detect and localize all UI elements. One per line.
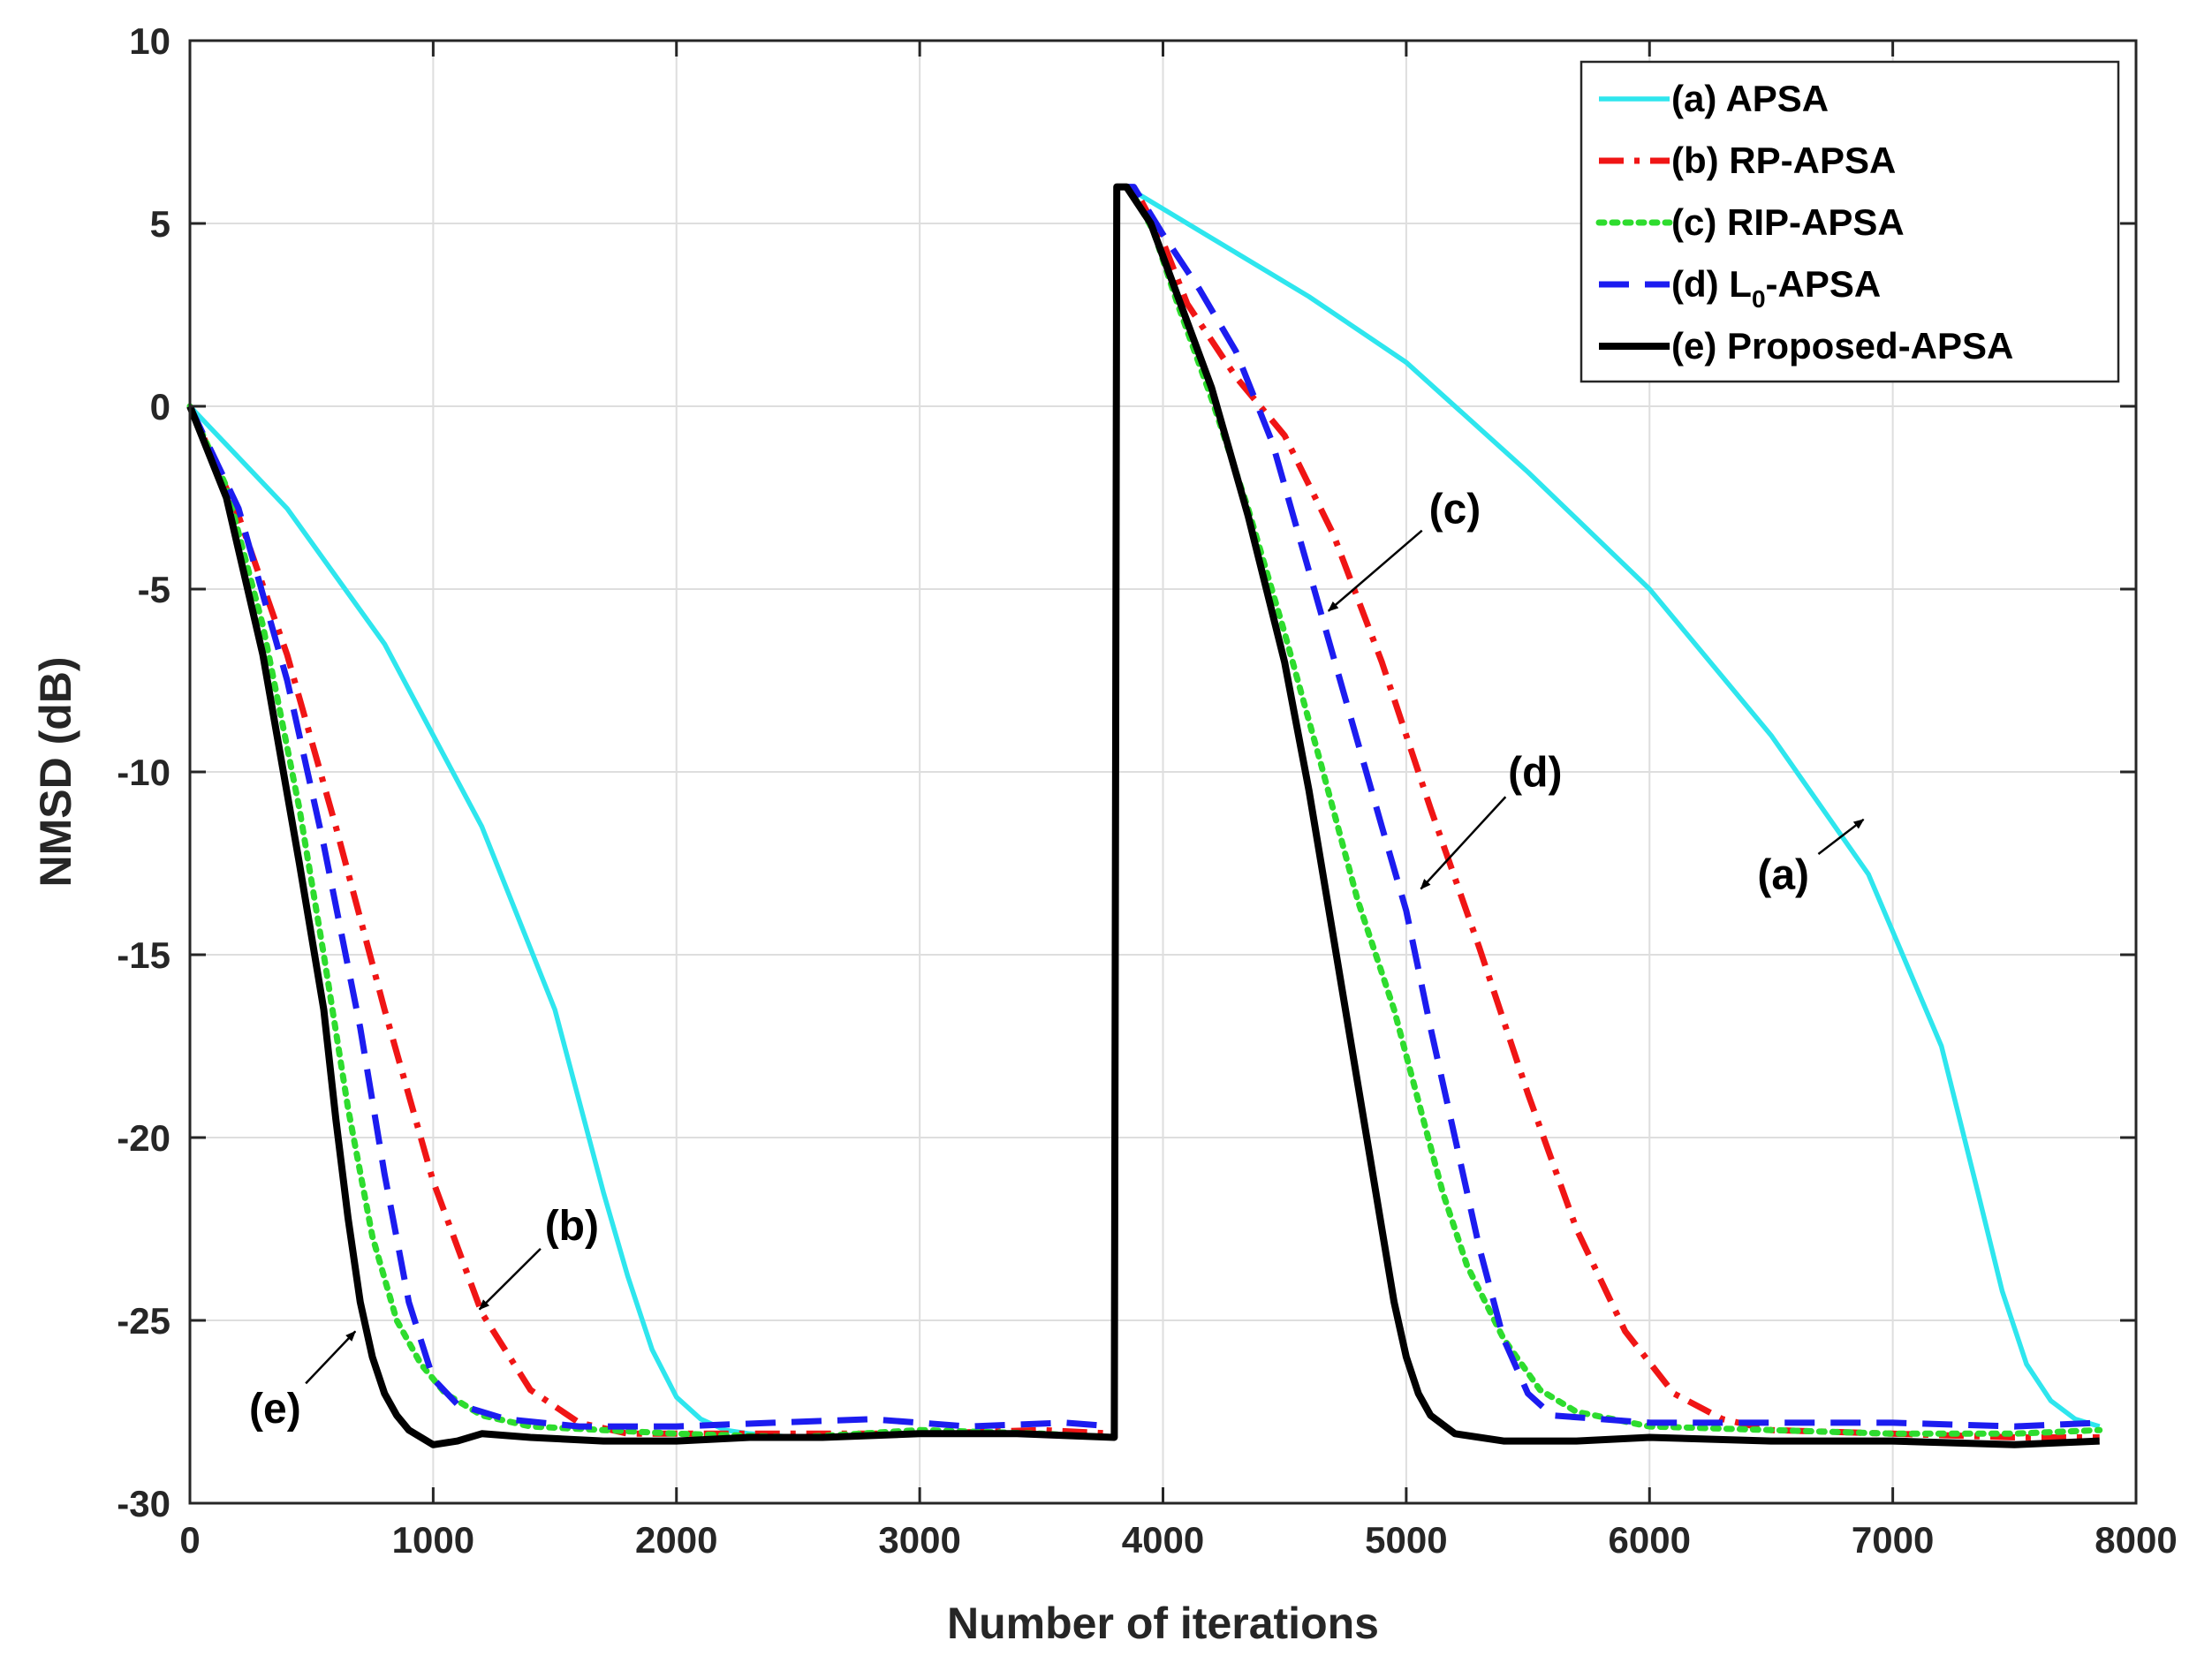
annotation-arrow: [305, 1330, 357, 1385]
y-tick-label: -30: [117, 1483, 170, 1524]
annotation-arrow: [1327, 529, 1423, 612]
x-tick-label: 4000: [1122, 1519, 1204, 1561]
annotation-arrow: [478, 1248, 542, 1311]
x-tick-label: 2000: [635, 1519, 717, 1561]
y-tick-label: -25: [117, 1300, 170, 1342]
annotation-arrow: [1420, 796, 1507, 890]
legend-label-l0-apsa: (d) L0-APSA: [1671, 263, 1881, 313]
x-tick-label: 7000: [1852, 1519, 1934, 1561]
series-layer: [186, 183, 2103, 1448]
y-tick-label: -5: [138, 569, 170, 610]
series-line-proposed-apsa: [186, 183, 2100, 1448]
y-tick-label: -10: [117, 752, 170, 793]
annotation-arrow: [1817, 818, 1865, 856]
x-tick-label: 5000: [1365, 1519, 1447, 1561]
x-tick-label: 0: [179, 1519, 200, 1561]
y-tick-label: 5: [150, 203, 170, 245]
annotation-label: (c): [1429, 486, 1481, 533]
y-axis-label: NMSD (dB): [31, 656, 80, 887]
legend-label-rip-apsa: (c) RIP-APSA: [1671, 201, 1905, 243]
ticks: 0 1000 2000 3000 4000 5000 6000 7000 8000 10 5 0 -5 -…: [117, 20, 2177, 1561]
x-tick-label: 1000: [392, 1519, 474, 1561]
y-tick-label: -15: [117, 934, 170, 976]
series-line-l0-apsa: [186, 184, 2100, 1430]
legend-label-rp-apsa: (b) RP-APSA: [1671, 140, 1896, 181]
legend-label-proposed-apsa: (e) Proposed-APSA: [1671, 325, 2013, 367]
y-tick-label: 0: [150, 386, 170, 427]
legend-label-apsa: (a) APSA: [1671, 78, 1829, 119]
annotation-label: (a): [1757, 851, 1809, 898]
annotation-label: (e): [249, 1386, 301, 1433]
x-tick-label: 6000: [1609, 1519, 1691, 1561]
y-tick-label: 10: [129, 20, 170, 62]
x-tick-label: 3000: [878, 1519, 960, 1561]
legend: (a) APSA (b) RP-APSA (c) RIP-APSA (d) L0-AP…: [1579, 60, 2120, 383]
annotations: (a) (b) (c) (d) (e): [249, 486, 1865, 1433]
x-axis-label: Number of iterations: [947, 1599, 1379, 1648]
x-tick-label: 8000: [2095, 1519, 2177, 1561]
annotation-label: (d): [1508, 750, 1562, 797]
annotation-label: (b): [545, 1203, 599, 1250]
y-tick-label: -20: [117, 1117, 170, 1159]
